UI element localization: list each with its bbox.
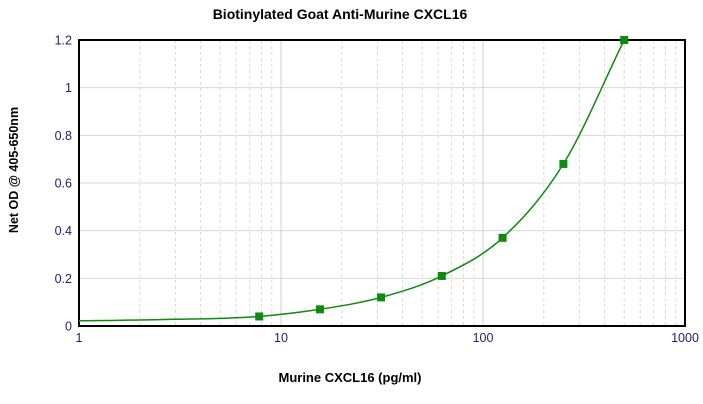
y-tick-label: 0	[65, 320, 72, 334]
y-tick-label: 0.4	[55, 224, 72, 238]
y-tick-label: 0.6	[55, 177, 72, 191]
x-axis-label: Murine CXCL16 (pg/ml)	[278, 370, 422, 385]
fit-curve	[78, 39, 625, 322]
data-point-marker	[559, 159, 568, 168]
x-tick-label: 100	[473, 331, 494, 345]
data-point-marker	[437, 271, 446, 280]
data-point-marker	[255, 312, 264, 321]
plot-border	[78, 39, 686, 327]
y-tick-label: 0.8	[55, 129, 72, 143]
y-tick-label: 1.2	[55, 34, 72, 48]
chart-title: Biotinylated Goat Anti-Murine CXCL16	[212, 6, 468, 22]
x-tick-label: 1000	[671, 331, 699, 345]
data-point-marker	[316, 305, 325, 314]
x-tick-label: 1	[76, 331, 83, 345]
data-point-marker	[498, 233, 507, 242]
y-tick-label: 1	[65, 81, 72, 95]
y-tick-label: 0.2	[55, 272, 72, 286]
data-point-marker	[377, 293, 386, 302]
x-tick-label: 10	[274, 331, 288, 345]
data-point-marker	[620, 36, 629, 44]
